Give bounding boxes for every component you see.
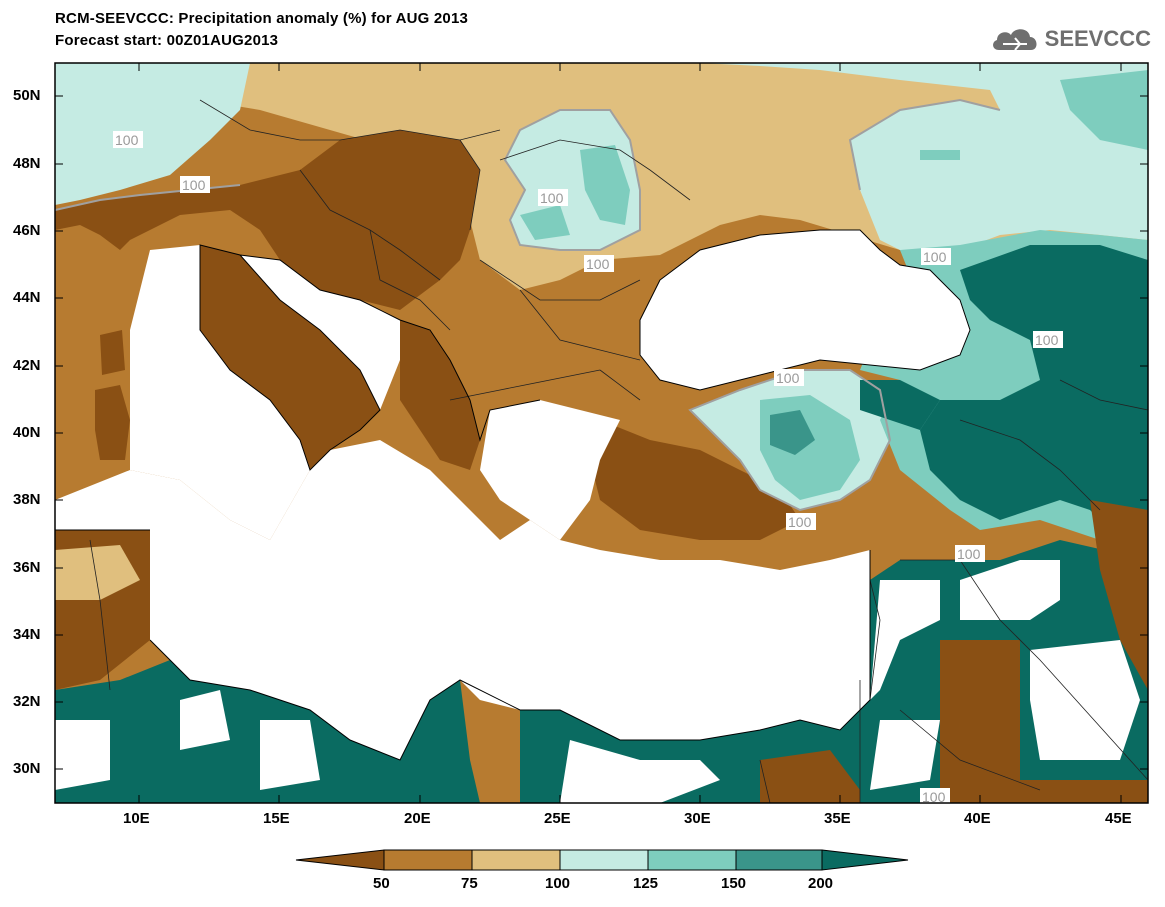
- lat-tick-label: 46N: [13, 222, 41, 239]
- lat-tick-label: 32N: [13, 693, 41, 710]
- contour-label: 100: [922, 789, 946, 805]
- anomaly-zone-75-100-tunisia: [55, 545, 140, 600]
- colorbar-swatch-above-200: [821, 849, 909, 871]
- anomaly-zone-above-200-east: [920, 245, 1148, 560]
- lat-tick-label: 34N: [13, 626, 41, 643]
- map-title: RCM-SEEVCCC: Precipitation anomaly (%) f…: [55, 10, 469, 27]
- anomaly-zone-100-125-ne: [700, 63, 1148, 260]
- anomaly-zone-125-150-ukraine: [920, 70, 1148, 160]
- anomaly-zone-below-50-balkans: [400, 320, 480, 470]
- country-borders: [89, 99, 1148, 803]
- lon-tick-label: 25E: [544, 810, 571, 827]
- lat-tick-label: 42N: [13, 357, 41, 374]
- lon-tick-label: 45E: [1105, 810, 1132, 827]
- colorbar-label: 150: [721, 875, 747, 892]
- anomaly-zone-125-150-romania: [520, 145, 630, 240]
- lon-tick-label: 20E: [404, 810, 431, 827]
- colorbar: [295, 849, 909, 871]
- lat-axis: [55, 95, 1148, 770]
- aegean-sea: [480, 400, 620, 540]
- anomaly-zone-below-50-sardinia: [95, 330, 130, 460]
- colorbar-swatch-50-75: [383, 849, 473, 871]
- anomaly-zone-below-50-arabia: [760, 640, 1148, 803]
- anomaly-zone-150-200-anatolia: [770, 410, 815, 455]
- colorbar-label: 75: [461, 875, 478, 892]
- colorbar-swatch-125-150: [647, 849, 737, 871]
- lon-tick-label: 35E: [824, 810, 851, 827]
- tyrrhenian-adriatic-sea: [130, 245, 400, 540]
- anomaly-zone-below-50-central: [55, 130, 480, 310]
- coastlines: [55, 229, 971, 761]
- contour-label: 100: [1035, 332, 1059, 348]
- colorbar-swatch-100-125: [559, 849, 649, 871]
- contour-labels: 100 100 100 100 100 100 100 100 100 100: [113, 131, 1063, 805]
- contour-label: 100: [182, 177, 206, 193]
- lon-tick-label: 40E: [964, 810, 991, 827]
- colorbar-swatch-below-50: [295, 849, 385, 871]
- contour-label: 100: [923, 249, 947, 265]
- colorbar-label: 200: [808, 875, 834, 892]
- contour-label: 100: [957, 546, 981, 562]
- white-desert-north-africa: [55, 690, 720, 803]
- lon-tick-label: 15E: [263, 810, 290, 827]
- colorbar-label: 125: [633, 875, 659, 892]
- lat-tick-label: 50N: [13, 87, 41, 104]
- lat-tick-label: 38N: [13, 491, 41, 508]
- white-desert-middle-east: [870, 560, 1140, 790]
- cloud-icon: [992, 29, 1037, 51]
- lat-tick-label: 40N: [13, 424, 41, 441]
- contour-label: 100: [776, 370, 800, 386]
- contour-label: 100: [586, 256, 610, 272]
- anomaly-zone-below-50-italy: [200, 245, 380, 470]
- lat-tick-label: 44N: [13, 289, 41, 306]
- mediterranean-sea: [55, 440, 870, 760]
- lon-axis: [138, 63, 1122, 803]
- black-sea: [640, 230, 970, 390]
- lat-tick-label: 30N: [13, 760, 41, 777]
- logo-text: SEEVCCC: [1044, 26, 1151, 51]
- anomaly-zone-100-125-nw: [55, 63, 250, 205]
- lat-tick-label: 36N: [13, 559, 41, 576]
- anomaly-zone-below-50-turkey: [590, 420, 800, 540]
- contour-label: 100: [115, 132, 139, 148]
- contour-100-line: [55, 98, 1001, 512]
- contour-label: 100: [788, 514, 812, 530]
- colorbar-swatch-150-200: [735, 849, 823, 871]
- lon-tick-label: 10E: [123, 810, 150, 827]
- colorbar-label: 50: [373, 875, 390, 892]
- contour-label: 100: [540, 190, 564, 206]
- colorbar-label: 100: [545, 875, 571, 892]
- lat-tick-label: 48N: [13, 155, 41, 172]
- forecast-start-subtitle: Forecast start: 00Z01AUG2013: [55, 32, 279, 49]
- anomaly-zone-below-50-east-edge: [1090, 500, 1148, 690]
- seevccc-logo: SEEVCCC: [989, 22, 1151, 56]
- colorbar-swatch-75-100: [471, 849, 561, 871]
- lon-tick-label: 30E: [684, 810, 711, 827]
